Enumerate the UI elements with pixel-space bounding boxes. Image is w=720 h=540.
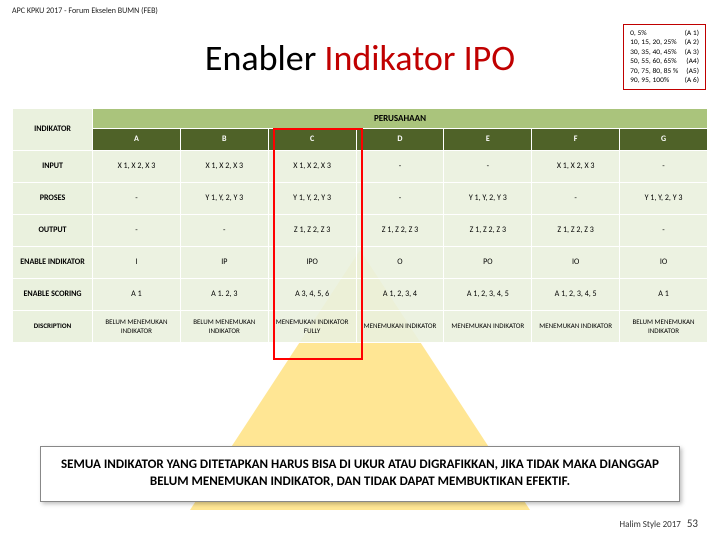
footer: Halim Style 2017 53 xyxy=(620,517,698,530)
col-header: E xyxy=(444,129,532,151)
table-header-row-1: INDIKATOR PERUSAHAAN xyxy=(13,109,708,129)
table-cell: O xyxy=(356,247,444,279)
table-cell: PO xyxy=(444,247,532,279)
table-cell: - xyxy=(356,151,444,183)
table-cell: A 3, 4, 5, 6 xyxy=(268,279,356,311)
legend-row: 30, 35, 40, 45%(A 3) xyxy=(630,48,699,57)
title-part-1: Enabler xyxy=(205,36,325,80)
table-cell: Y 1, Y, 2, Y 3 xyxy=(268,183,356,215)
table-cell: - xyxy=(93,215,181,247)
table-cell: X 1, X 2, X 3 xyxy=(532,151,620,183)
legend-row: 70, 75, 80, 85 %(A5) xyxy=(630,67,699,76)
table-cell: - xyxy=(620,215,708,247)
table-cell: A 1, 2, 3, 4 xyxy=(356,279,444,311)
table-cell: Z 1, Z 2, Z 3 xyxy=(356,215,444,247)
table-cell: BELUM MENEMUKAN INDIKATOR xyxy=(93,311,181,343)
table-row: INPUT X 1, X 2, X 3 X 1, X 2, X 3 X 1, X… xyxy=(13,151,708,183)
footer-label: Halim Style 2017 xyxy=(620,519,681,530)
legend-row: 50, 55, 60, 65%(A4) xyxy=(630,57,699,66)
header-note: APC KPKU 2017 - Forum Ekselen BUMN (FEB) xyxy=(12,6,158,16)
title-row: Enabler Indikator IPO xyxy=(0,28,720,88)
table-cell: A 1 xyxy=(93,279,181,311)
header-perusahaan: PERUSAHAAN xyxy=(93,109,708,129)
table-cell: MENEMUKAN INDIKATOR FULLY xyxy=(268,311,356,343)
legend-box: 0, 5%(A 1) 10, 15, 20, 25%(A 2) 30, 35, … xyxy=(623,24,706,90)
table-cell: BELUM MENEMUKAN INDIKATOR xyxy=(180,311,268,343)
row-label: INPUT xyxy=(13,151,93,183)
table-cell: Z 1, Z 2, Z 3 xyxy=(532,215,620,247)
table-cell: I xyxy=(93,247,181,279)
table-cell: - xyxy=(356,183,444,215)
table-header-row-2: A B C D E F G xyxy=(13,129,708,151)
table-cell: A 1. 2, 3 xyxy=(180,279,268,311)
title-part-2: Indikator IPO xyxy=(324,36,515,80)
table-cell: MENEMUKAN INDIKATOR xyxy=(356,311,444,343)
table-cell: MENEMUKAN INDIKATOR xyxy=(444,311,532,343)
row-label: PROSES xyxy=(13,183,93,215)
page-number: 53 xyxy=(687,517,698,530)
row-label: ENABLE SCORING xyxy=(13,279,93,311)
table-cell: - xyxy=(620,151,708,183)
summary-box: SEMUA INDIKATOR YANG DITETAPKAN HARUS BI… xyxy=(40,446,680,502)
table-cell: Y 1, Y, 2, Y 3 xyxy=(180,183,268,215)
table-cell: IPO xyxy=(268,247,356,279)
table-cell: BELUM MENEMUKAN INDIKATOR xyxy=(620,311,708,343)
table-cell: Z 1, Z 2, Z 3 xyxy=(268,215,356,247)
table-row: ENABLE SCORING A 1 A 1. 2, 3 A 3, 4, 5, … xyxy=(13,279,708,311)
table-cell: MENEMUKAN INDIKATOR xyxy=(532,311,620,343)
col-header: D xyxy=(356,129,444,151)
header-indikator: INDIKATOR xyxy=(13,109,93,151)
table-cell: X 1, X 2, X 3 xyxy=(268,151,356,183)
table-cell: X 1, X 2, X 3 xyxy=(180,151,268,183)
table-row: PROSES - Y 1, Y, 2, Y 3 Y 1, Y, 2, Y 3 -… xyxy=(13,183,708,215)
table-cell: - xyxy=(532,183,620,215)
table-cell: X 1, X 2, X 3 xyxy=(93,151,181,183)
table-row: OUTPUT - - Z 1, Z 2, Z 3 Z 1, Z 2, Z 3 Z… xyxy=(13,215,708,247)
row-label: OUTPUT xyxy=(13,215,93,247)
table-row: DISCRIPTION BELUM MENEMUKAN INDIKATOR BE… xyxy=(13,311,708,343)
table-cell: - xyxy=(93,183,181,215)
table-wrap: INDIKATOR PERUSAHAAN A B C D E F G INPUT… xyxy=(12,108,708,343)
legend-row: 10, 15, 20, 25%(A 2) xyxy=(630,38,699,47)
col-header: G xyxy=(620,129,708,151)
table-cell: Y 1, Y, 2, Y 3 xyxy=(444,183,532,215)
table-cell: IO xyxy=(620,247,708,279)
page-title: Enabler Indikator IPO xyxy=(205,36,515,80)
data-table: INDIKATOR PERUSAHAAN A B C D E F G INPUT… xyxy=(12,108,708,343)
col-header: C xyxy=(268,129,356,151)
table-cell: - xyxy=(444,151,532,183)
table-row: ENABLE INDIKATOR I IP IPO O PO IO IO xyxy=(13,247,708,279)
table-cell: IP xyxy=(180,247,268,279)
table-cell: A 1, 2, 3, 4, 5 xyxy=(444,279,532,311)
table-cell: A 1 xyxy=(620,279,708,311)
table-cell: IO xyxy=(532,247,620,279)
table-cell: - xyxy=(180,215,268,247)
row-label: ENABLE INDIKATOR xyxy=(13,247,93,279)
col-header: F xyxy=(532,129,620,151)
legend-row: 90, 95, 100%(A 6) xyxy=(630,76,699,85)
col-header: B xyxy=(180,129,268,151)
col-header: A xyxy=(93,129,181,151)
table-cell: Z 1, Z 2, Z 3 xyxy=(444,215,532,247)
table-cell: A 1, 2, 3, 4, 5 xyxy=(532,279,620,311)
table-cell: Y 1, Y, 2, Y 3 xyxy=(620,183,708,215)
legend-row: 0, 5%(A 1) xyxy=(630,29,699,38)
row-label: DISCRIPTION xyxy=(13,311,93,343)
